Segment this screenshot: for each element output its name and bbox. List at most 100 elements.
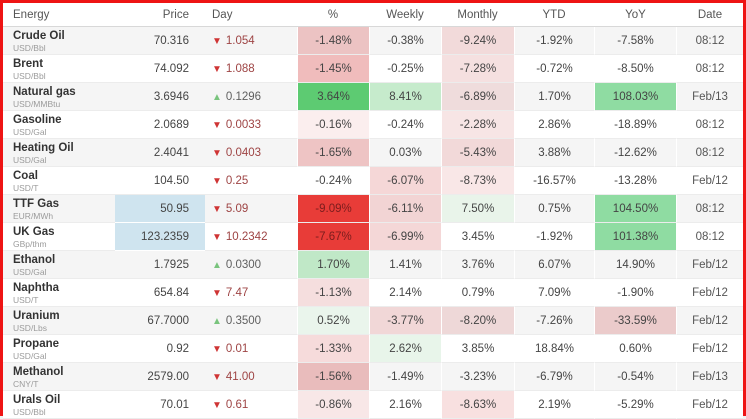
commodity-name-link[interactable]: Naphtha	[13, 281, 59, 294]
price-cell: 2.0689	[115, 111, 205, 139]
column-header-yoy[interactable]: YoY	[594, 3, 677, 27]
monthly-change-cell: 3.45%	[441, 223, 514, 251]
date-cell: Feb/13	[677, 363, 743, 391]
down-triangle-icon: ▼	[212, 343, 222, 355]
up-triangle-icon: ▲	[212, 91, 222, 103]
yoy-change-cell: -8.50%	[594, 55, 677, 83]
column-header-pct[interactable]: %	[297, 3, 369, 27]
day-change-value: 0.3500	[225, 314, 262, 327]
commodity-name-link[interactable]: TTF Gas	[13, 197, 60, 210]
table-row: Propane USD/Gal 0.92 ▼ 0.01 -1.33% 2.62% …	[3, 335, 743, 363]
day-change-cell: ▼ 1.054	[205, 27, 297, 55]
price-cell: 654.84	[115, 279, 205, 307]
day-change-cell: ▼ 7.47	[205, 279, 297, 307]
commodity-name-link[interactable]: UK Gas	[13, 225, 55, 238]
down-triangle-icon: ▼	[212, 371, 222, 383]
date-cell: Feb/12	[677, 335, 743, 363]
energy-cell: Coal USD/T	[3, 167, 115, 195]
commodity-name-link[interactable]: Ethanol	[13, 253, 56, 266]
column-header-monthly[interactable]: Monthly	[441, 3, 514, 27]
ytd-change-cell: -1.92%	[514, 223, 594, 251]
energy-cell: Urals Oil USD/Bbl	[3, 391, 115, 419]
weekly-change-cell: -0.38%	[369, 27, 441, 55]
commodity-unit: USD/Gal	[13, 350, 47, 361]
price-cell: 70.01	[115, 391, 205, 419]
weekly-change-cell: 0.03%	[369, 139, 441, 167]
yoy-change-cell: 0.60%	[594, 335, 677, 363]
commodity-unit: USD/Bbl	[13, 42, 46, 53]
energy-cell: Naphtha USD/T	[3, 279, 115, 307]
weekly-change-cell: 1.41%	[369, 251, 441, 279]
percent-change-cell: -7.67%	[297, 223, 369, 251]
up-triangle-icon: ▲	[212, 315, 222, 327]
day-change-cell: ▲ 0.3500	[205, 307, 297, 335]
energy-cell: Crude Oil USD/Bbl	[3, 27, 115, 55]
day-change-value: 1.088	[225, 62, 255, 75]
energy-cell: TTF Gas EUR/MWh	[3, 195, 115, 223]
ytd-change-cell: 18.84%	[514, 335, 594, 363]
weekly-change-cell: -3.77%	[369, 307, 441, 335]
column-header-energy[interactable]: Energy	[3, 3, 115, 27]
price-cell: 74.092	[115, 55, 205, 83]
monthly-change-cell: -9.24%	[441, 27, 514, 55]
column-header-price[interactable]: Price	[115, 3, 205, 27]
monthly-change-cell: 3.85%	[441, 335, 514, 363]
commodity-name-link[interactable]: Methanol	[13, 365, 64, 378]
day-change-cell: ▲ 0.1296	[205, 83, 297, 111]
ytd-change-cell: 2.19%	[514, 391, 594, 419]
commodity-name-link[interactable]: Uranium	[13, 309, 60, 322]
day-change-value: 1.054	[225, 34, 255, 47]
monthly-change-cell: -8.73%	[441, 167, 514, 195]
commodity-name-link[interactable]: Propane	[13, 337, 60, 350]
commodity-name-link[interactable]: Brent	[13, 57, 44, 70]
percent-change-cell: -0.24%	[297, 167, 369, 195]
percent-change-cell: -0.86%	[297, 391, 369, 419]
commodity-unit: USD/T	[13, 294, 39, 305]
date-cell: 08:12	[677, 223, 743, 251]
commodity-unit: USD/Lbs	[13, 322, 48, 333]
weekly-change-cell: -6.07%	[369, 167, 441, 195]
commodity-name-link[interactable]: Gasoline	[13, 113, 62, 126]
day-change-value: 0.0403	[225, 146, 262, 159]
table-header-row: Energy Price Day% Weekly Monthly YTD YoY Date	[3, 3, 743, 27]
down-triangle-icon: ▼	[212, 63, 222, 75]
commodity-unit: USD/Bbl	[13, 406, 46, 417]
column-header-weekly[interactable]: Weekly	[369, 3, 441, 27]
table-row: UK Gas GBp/thm 123.2359 ▼ 10.2342 -7.67% …	[3, 223, 743, 251]
ytd-change-cell: 3.88%	[514, 139, 594, 167]
column-header-ytd[interactable]: YTD	[514, 3, 594, 27]
commodity-name-link[interactable]: Coal	[13, 169, 38, 182]
price-cell: 123.2359	[115, 223, 205, 251]
monthly-change-cell: -3.23%	[441, 363, 514, 391]
date-cell: Feb/12	[677, 251, 743, 279]
commodity-unit: EUR/MWh	[13, 210, 54, 221]
column-header-date[interactable]: Date	[677, 3, 743, 27]
ytd-change-cell: -0.72%	[514, 55, 594, 83]
commodity-name-link[interactable]: Urals Oil	[13, 393, 61, 406]
table-row: Ethanol USD/Gal 1.7925 ▲ 0.0300 1.70% 1.4…	[3, 251, 743, 279]
date-cell: 08:12	[677, 111, 743, 139]
commodity-unit: CNY/T	[13, 378, 39, 389]
energy-cell: Ethanol USD/Gal	[3, 251, 115, 279]
percent-change-cell: -1.33%	[297, 335, 369, 363]
yoy-change-cell: 104.50%	[594, 195, 677, 223]
monthly-change-cell: 7.50%	[441, 195, 514, 223]
percent-change-cell: -1.48%	[297, 27, 369, 55]
day-change-value: 10.2342	[225, 230, 268, 243]
percent-change-cell: 1.70%	[297, 251, 369, 279]
weekly-change-cell: 2.14%	[369, 279, 441, 307]
table-row: Gasoline USD/Gal 2.0689 ▼ 0.0033 -0.16% -…	[3, 111, 743, 139]
weekly-change-cell: 8.41%	[369, 83, 441, 111]
energy-cell: Heating Oil USD/Gal	[3, 139, 115, 167]
ytd-change-cell: 0.75%	[514, 195, 594, 223]
down-triangle-icon: ▼	[212, 231, 222, 243]
commodity-name-link[interactable]: Heating Oil	[13, 141, 74, 154]
yoy-change-cell: 101.38%	[594, 223, 677, 251]
day-change-cell: ▼ 0.0403	[205, 139, 297, 167]
date-cell: Feb/12	[677, 391, 743, 419]
commodity-name-link[interactable]: Crude Oil	[13, 29, 65, 42]
column-header-day[interactable]: Day	[205, 3, 297, 27]
yoy-change-cell: -0.54%	[594, 363, 677, 391]
commodity-name-link[interactable]: Natural gas	[13, 85, 76, 98]
day-change-value: 5.09	[225, 202, 249, 215]
